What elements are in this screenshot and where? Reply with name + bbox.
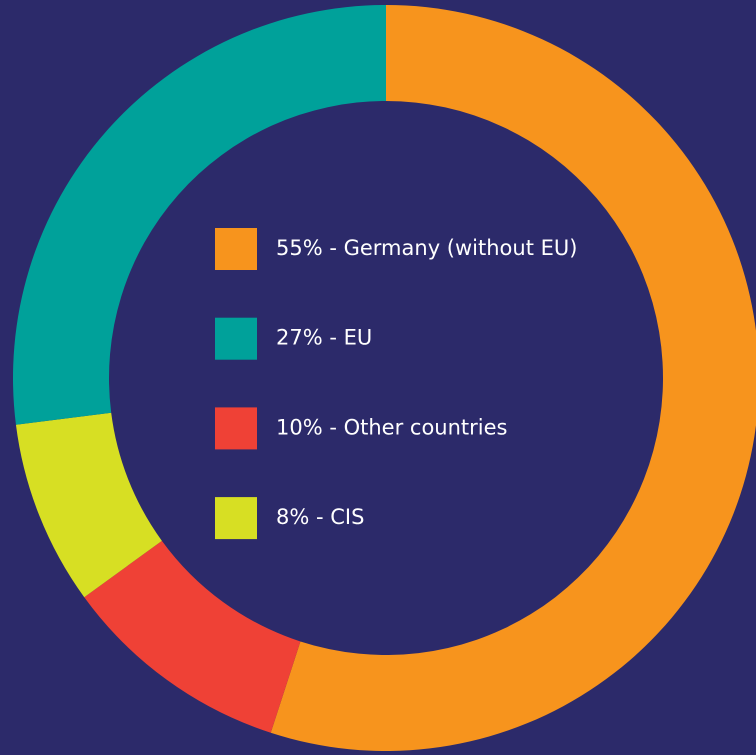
legend-swatch — [215, 497, 257, 540]
legend-swatch — [215, 317, 257, 360]
legend-label: 8% - CIS — [276, 505, 364, 529]
legend-swatch — [215, 228, 257, 270]
legend-swatch — [215, 407, 257, 450]
donut-segment — [12, 5, 386, 425]
legend-label: 55% - Germany (without EU) — [276, 236, 577, 260]
legend-label: 10% - Other countries — [276, 415, 507, 439]
donut-segment — [84, 540, 301, 733]
donut-segment — [15, 412, 162, 598]
donut-segment — [270, 5, 756, 751]
legend-label: 27% - EU — [276, 326, 372, 350]
